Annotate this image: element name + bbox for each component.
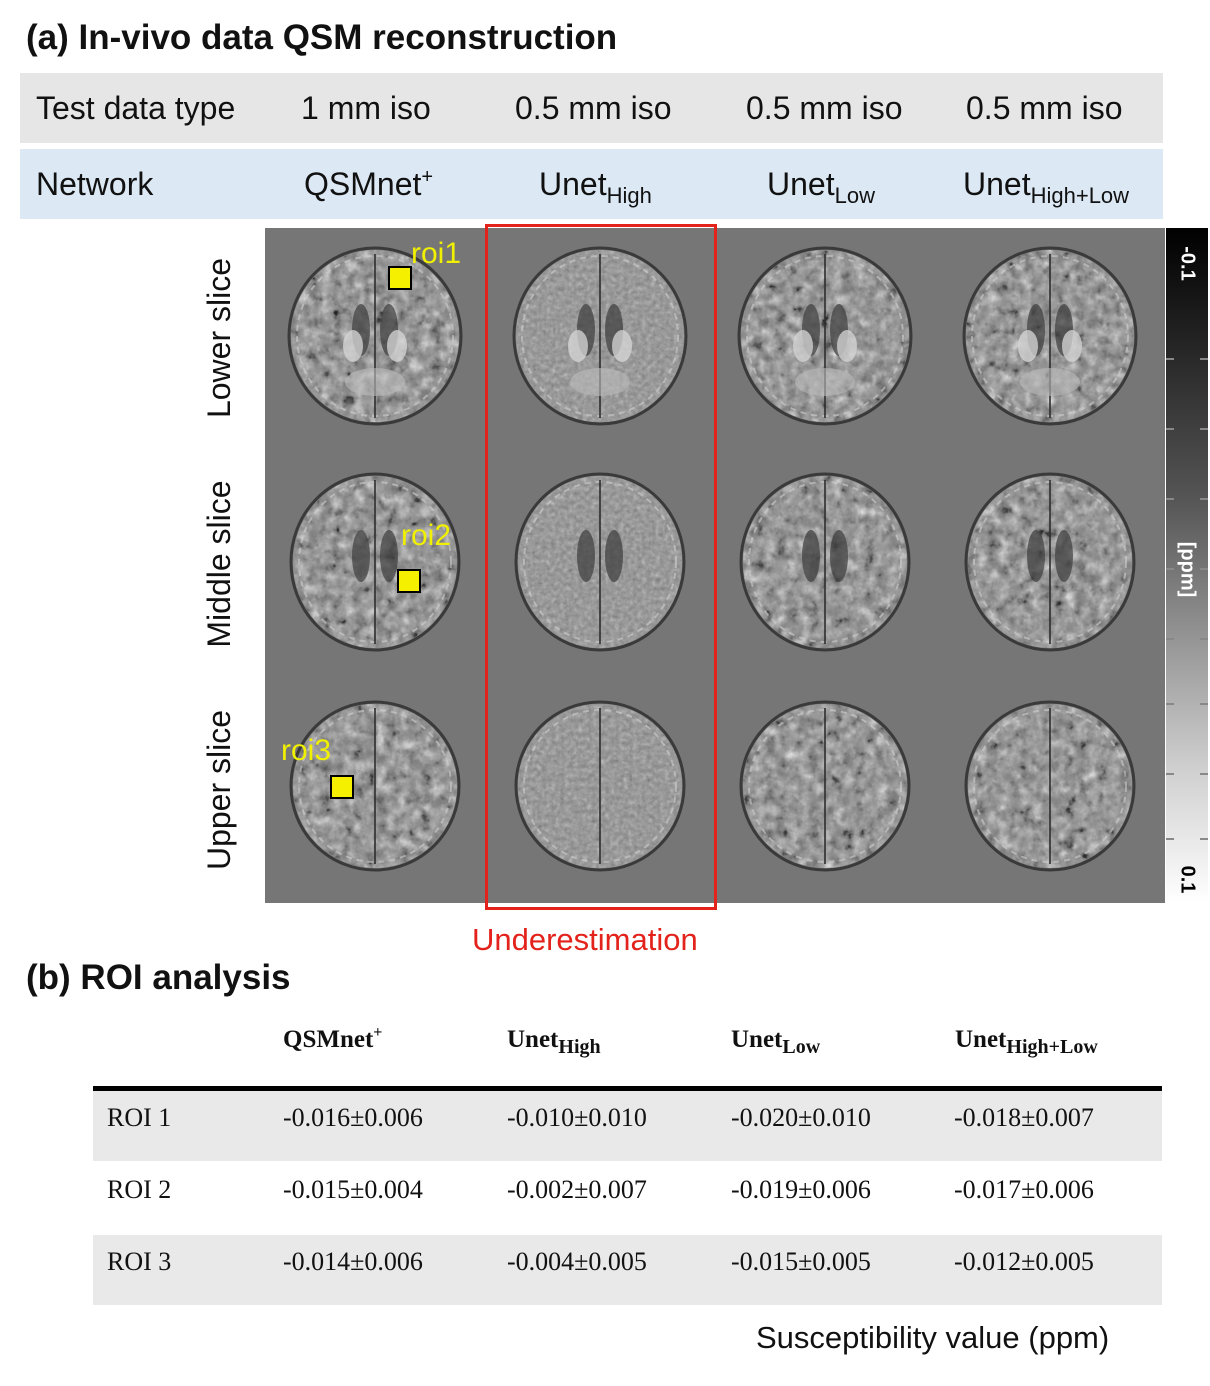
colorbar-unit-label: [ppm]	[1176, 541, 1199, 598]
row-label: ROI 2	[107, 1175, 172, 1204]
colorbar-top-label: -0.1	[1176, 246, 1199, 281]
brain-slice	[737, 246, 913, 426]
test-data-type-col-2: 0.5 mm iso	[515, 90, 672, 126]
table-row: ROI 2 -0.015±0.004 -0.002±0.007 -0.019±0…	[93, 1163, 1162, 1233]
row-label-lower: Lower slice	[201, 257, 237, 419]
network-col-3: UnetLow	[767, 166, 875, 208]
brain-slice	[739, 472, 911, 652]
section-b-title: (b) ROI analysis	[26, 958, 291, 997]
brain-slice	[739, 700, 911, 872]
table-header-unet-low: UnetLow	[731, 1026, 821, 1058]
table-header-unet-high-low: UnetHigh+Low	[955, 1026, 1098, 1058]
cell-value: -0.015±0.004	[283, 1175, 423, 1204]
brain-slice	[962, 246, 1138, 426]
test-data-type-col-1: 1 mm iso	[301, 90, 431, 126]
qsm-image-grid	[287, 246, 1138, 872]
brain-slice	[287, 246, 463, 426]
brain-slice	[514, 472, 686, 652]
cell-value: -0.004±0.005	[507, 1247, 647, 1276]
brain-slice	[289, 700, 461, 872]
test-data-type-col-3: 0.5 mm iso	[746, 90, 903, 126]
roi3-label: roi3	[281, 734, 332, 767]
brain-slice	[964, 700, 1136, 872]
colorbar: -0.1 [ppm] 0.1	[1166, 228, 1208, 903]
cell-value: -0.020±0.010	[731, 1103, 871, 1132]
cell-value: -0.015±0.005	[731, 1247, 871, 1276]
cell-value: -0.018±0.007	[954, 1103, 1094, 1132]
underestimation-highlight-box	[485, 224, 717, 910]
brain-slice	[289, 472, 461, 652]
roi2-label: roi2	[401, 519, 452, 552]
table-header-unet-high: UnetHigh	[507, 1026, 601, 1058]
test-data-type-label: Test data type	[36, 90, 236, 126]
network-label: Network	[36, 166, 154, 202]
roi1-marker	[388, 266, 412, 290]
table-header-rule	[93, 1086, 1162, 1091]
table-caption: Susceptibility value (ppm)	[756, 1320, 1110, 1355]
roi2-marker	[397, 569, 421, 593]
table-row: ROI 1 -0.016±0.006 -0.010±0.010 -0.020±0…	[93, 1091, 1162, 1161]
cell-value: -0.002±0.007	[507, 1175, 647, 1204]
roi1-label: roi1	[411, 237, 462, 270]
table-row: ROI 3 -0.014±0.006 -0.004±0.005 -0.015±0…	[93, 1235, 1162, 1305]
row-label: ROI 1	[107, 1103, 172, 1132]
row-label-upper: Upper slice	[201, 709, 237, 871]
brain-slice	[514, 700, 686, 872]
section-a-title: (a) In-vivo data QSM reconstruction	[26, 18, 618, 57]
colorbar-bottom-label: 0.1	[1176, 865, 1199, 894]
row-label-middle: Middle slice	[201, 480, 237, 648]
cell-value: -0.010±0.010	[507, 1103, 647, 1132]
network-row: Network QSMnet+ UnetHigh UnetLow UnetHig…	[20, 149, 1163, 219]
brain-slice	[512, 246, 688, 426]
cell-value: -0.019±0.006	[731, 1175, 871, 1204]
table-header-qsmnet: QSMnet+	[283, 1024, 383, 1054]
test-data-type-col-4: 0.5 mm iso	[966, 90, 1123, 126]
cell-value: -0.014±0.006	[283, 1247, 423, 1276]
cell-value: -0.016±0.006	[283, 1103, 423, 1132]
roi3-marker	[330, 775, 354, 799]
network-col-4: UnetHigh+Low	[963, 166, 1130, 208]
row-label: ROI 3	[107, 1247, 172, 1276]
underestimation-label: Underestimation	[472, 922, 698, 957]
cell-value: -0.017±0.006	[954, 1175, 1094, 1204]
test-data-type-row: Test data type 1 mm iso 0.5 mm iso 0.5 m…	[20, 73, 1163, 143]
network-col-2: UnetHigh	[539, 166, 652, 208]
cell-value: -0.012±0.005	[954, 1247, 1094, 1276]
network-col-1: QSMnet+	[304, 166, 434, 202]
brain-slice	[964, 472, 1136, 652]
